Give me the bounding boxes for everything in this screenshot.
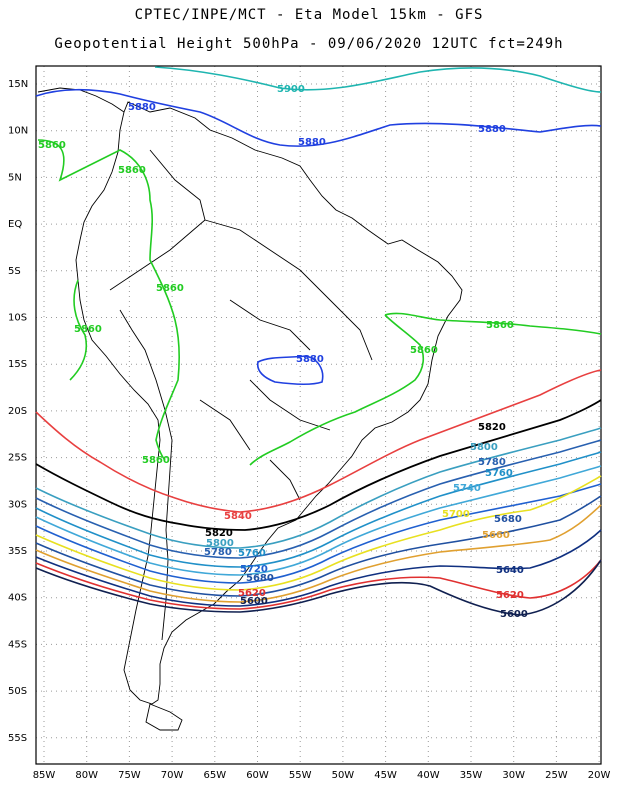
contour-5780 — [35, 439, 602, 559]
label-5720: 5720 — [240, 564, 268, 575]
label-5620: 5620 — [238, 588, 266, 599]
lat-label: 35S — [8, 546, 27, 557]
label-5620: 5620 — [496, 590, 524, 601]
contour-labels: 5900 5880 5880 5880 5880 5860 5860 5860 … — [38, 84, 528, 620]
lon-label: 40W — [417, 770, 440, 781]
lon-label: 50W — [332, 770, 355, 781]
contour-lines — [35, 66, 602, 616]
label-5800: 5800 — [206, 538, 234, 549]
lon-label: 80W — [75, 770, 98, 781]
contour-5860-east — [384, 312, 602, 335]
map-title-line2: Geopotential Height 500hPa - 09/06/2020 … — [54, 36, 564, 52]
grid-lines — [36, 66, 601, 764]
lon-label: 60W — [246, 770, 269, 781]
contour-5800 — [35, 427, 602, 549]
label-5680: 5680 — [494, 514, 522, 525]
label-5700: 5700 — [442, 509, 470, 520]
lon-label: 25W — [545, 770, 568, 781]
label-5820: 5820 — [205, 528, 233, 539]
label-5760: 5760 — [238, 548, 266, 559]
contour-5660 — [35, 504, 602, 603]
central-america-coast — [37, 87, 125, 113]
contour-5680 — [35, 495, 602, 597]
label-5880: 5880 — [296, 354, 324, 365]
lat-label: 20S — [8, 406, 27, 417]
lon-label: 85W — [33, 770, 56, 781]
label-5860: 5860 — [118, 165, 146, 176]
label-5880: 5880 — [298, 137, 326, 148]
map-title-line1: CPTEC/INPE/MCT - Eta Model 15km - GFS — [134, 7, 484, 23]
label-5860: 5860 — [156, 283, 184, 294]
label-5660: 5660 — [482, 530, 510, 541]
label-5780: 5780 — [478, 457, 506, 468]
tierra-del-fuego — [145, 703, 183, 731]
label-5880: 5880 — [478, 124, 506, 135]
contour-5620 — [35, 559, 602, 610]
label-5860: 5860 — [142, 455, 170, 466]
lon-label: 20W — [588, 770, 611, 781]
lat-label: 30S — [8, 499, 27, 510]
lon-label: 55W — [289, 770, 312, 781]
lat-label: 50S — [8, 686, 27, 697]
latitude-labels: 15N 10N 5N EQ 5S 10S 15S 20S 25S 30S 35S 40S 45S 50S 5… — [8, 79, 28, 744]
coastlines — [37, 87, 463, 731]
label-5600: 5600 — [240, 596, 268, 607]
lat-label: 10N — [8, 126, 28, 137]
label-5780: 5780 — [204, 547, 232, 558]
lat-label: 40S — [8, 593, 27, 604]
label-5680: 5680 — [246, 573, 274, 584]
contour-5900 — [154, 66, 602, 93]
label-5880: 5880 — [128, 102, 156, 113]
contour-5860-west — [37, 139, 181, 461]
south-america-coast — [75, 101, 463, 705]
contour-5700 — [35, 475, 602, 591]
longitude-labels: 85W 80W 75W 70W 65W 60W 55W 50W 45W 40W 35W 30W 25W 2… — [33, 770, 611, 781]
map-frame — [35, 65, 602, 765]
contour-5820 — [35, 399, 602, 531]
contour-5880-north — [35, 88, 602, 147]
lat-label: 10S — [8, 313, 27, 324]
contour-5840 — [35, 369, 602, 513]
lon-label: 65W — [203, 770, 226, 781]
label-5860: 5860 — [38, 140, 66, 151]
contour-5860-coast — [69, 279, 425, 466]
contour-5600 — [35, 559, 602, 616]
label-5900: 5900 — [277, 84, 305, 95]
country-borders — [109, 149, 373, 501]
label-5860: 5860 — [410, 345, 438, 356]
lon-label: 35W — [460, 770, 483, 781]
lat-label: 55S — [8, 733, 27, 744]
lat-label: 5N — [8, 172, 22, 183]
contour-5760 — [35, 451, 602, 568]
label-5740: 5740 — [453, 483, 481, 494]
label-5840: 5840 — [224, 511, 252, 522]
lat-label: 5S — [8, 266, 21, 277]
lat-label: EQ — [8, 219, 22, 230]
label-5600: 5600 — [500, 609, 528, 620]
lat-label: 25S — [8, 453, 27, 464]
label-5640: 5640 — [496, 565, 524, 576]
lon-label: 70W — [161, 770, 184, 781]
lon-label: 75W — [118, 770, 141, 781]
lat-label: 45S — [8, 639, 27, 650]
label-5800: 5800 — [470, 442, 498, 453]
contour-5740 — [35, 465, 602, 576]
contour-5720 — [35, 483, 602, 584]
lon-label: 45W — [374, 770, 397, 781]
label-5760: 5760 — [485, 468, 513, 479]
label-5820: 5820 — [478, 422, 506, 433]
label-5860: 5860 — [486, 320, 514, 331]
label-5860: 5860 — [74, 324, 102, 335]
lat-label: 15N — [8, 79, 28, 90]
lon-label: 30W — [502, 770, 525, 781]
contour-5880-interior — [256, 355, 324, 386]
lat-label: 15S — [8, 359, 27, 370]
contour-5640 — [35, 529, 602, 607]
